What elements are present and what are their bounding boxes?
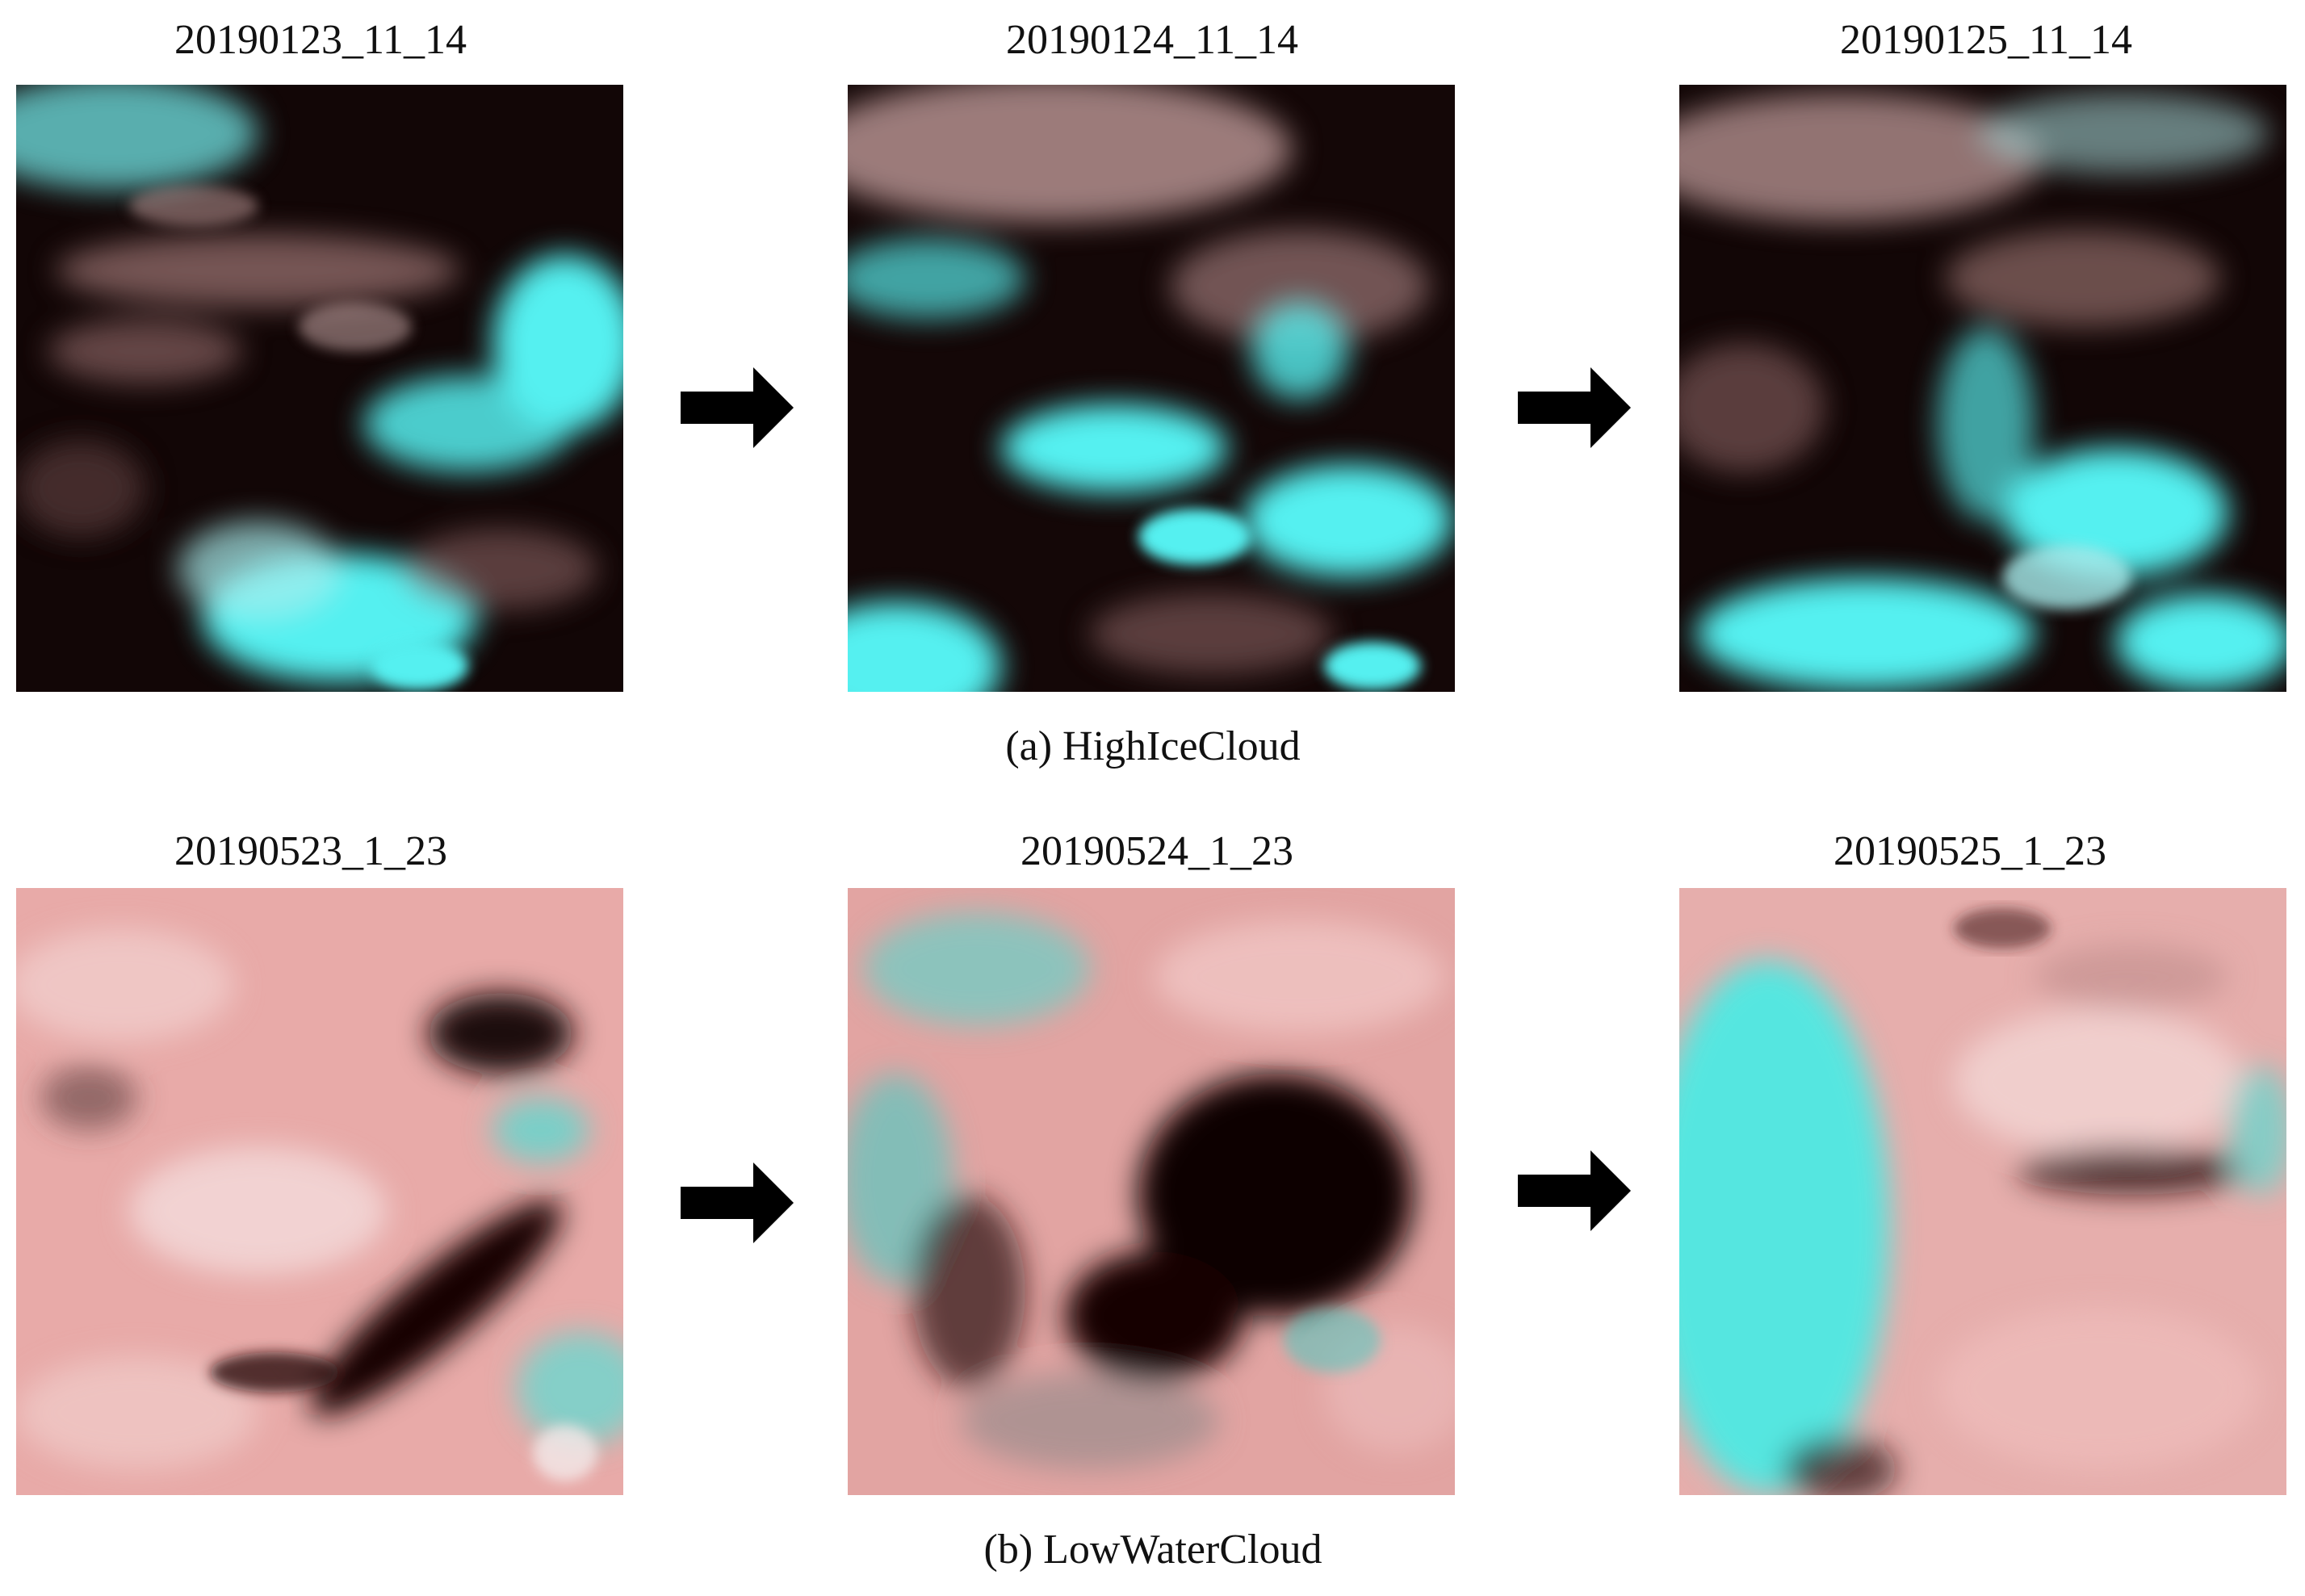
right-arrow-icon — [681, 367, 794, 448]
right-arrow-icon — [1518, 1150, 1631, 1231]
panel-label: 20190524_1_23 — [1020, 828, 1293, 874]
panel-label: 20190124_11_14 — [1005, 17, 1299, 63]
satellite-image-highice-2 — [848, 85, 1455, 692]
figure-caption-a: (a) HighIceCloud — [1005, 723, 1301, 769]
panel-label: 20190125_11_14 — [1839, 17, 2133, 63]
figure-caption-b: (b) LowWaterCloud — [983, 1527, 1322, 1573]
panel-label: 20190525_1_23 — [1834, 828, 2106, 874]
panel-label: 20190123_11_14 — [174, 17, 467, 63]
satellite-image-lowwater-3 — [1679, 888, 2286, 1495]
right-arrow-icon — [681, 1162, 794, 1243]
satellite-image-highice-1 — [16, 85, 623, 692]
right-arrow-icon — [1518, 367, 1631, 448]
satellite-image-lowwater-2 — [848, 888, 1455, 1495]
satellite-image-highice-3 — [1679, 85, 2286, 692]
panel-label: 20190523_1_23 — [174, 828, 447, 874]
satellite-image-lowwater-1 — [16, 888, 623, 1495]
